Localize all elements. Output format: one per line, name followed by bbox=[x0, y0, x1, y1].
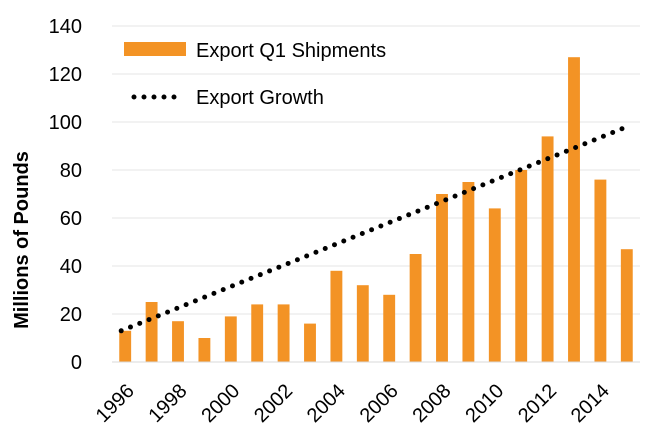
bar bbox=[594, 179, 607, 362]
bar bbox=[277, 304, 290, 362]
bar bbox=[198, 338, 211, 362]
bar bbox=[488, 208, 501, 362]
bar bbox=[304, 323, 316, 362]
bar bbox=[172, 321, 184, 362]
x-tick-label: 2012 bbox=[514, 380, 561, 427]
bar bbox=[568, 57, 580, 362]
x-tick-label: 2000 bbox=[197, 380, 244, 427]
gridlines bbox=[112, 25, 640, 315]
bar bbox=[224, 316, 237, 362]
bar bbox=[620, 249, 633, 362]
y-axis-label: Millions of Pounds bbox=[11, 151, 33, 329]
x-tick-label: 2008 bbox=[409, 380, 456, 427]
bar bbox=[515, 170, 528, 362]
y-tick-label: 140 bbox=[49, 16, 82, 38]
bar bbox=[409, 254, 422, 362]
x-tick-label: 2014 bbox=[567, 380, 614, 427]
y-tick-label: 40 bbox=[60, 256, 82, 278]
y-tick-label: 60 bbox=[60, 208, 82, 230]
bar bbox=[436, 194, 448, 362]
bar bbox=[356, 285, 369, 362]
legend-label-bar: Export Q1 Shipments bbox=[196, 40, 386, 62]
x-tick-label: 2006 bbox=[356, 380, 403, 427]
legend: Export Q1 Shipments Export Growth bbox=[124, 40, 386, 109]
y-tick-label: 100 bbox=[49, 112, 82, 134]
legend-swatch-bar bbox=[124, 42, 186, 56]
x-tick-label: 2010 bbox=[461, 380, 508, 427]
y-tick-label: 120 bbox=[49, 64, 82, 86]
y-tick-label: 80 bbox=[60, 160, 82, 182]
x-tick-label: 2004 bbox=[303, 380, 350, 427]
x-tick-label: 1998 bbox=[145, 380, 192, 427]
bar bbox=[383, 294, 396, 362]
x-tick-label: 2002 bbox=[250, 380, 297, 427]
bar bbox=[251, 304, 264, 362]
bar bbox=[541, 136, 554, 362]
bars bbox=[119, 57, 633, 362]
trendline-line bbox=[118, 124, 630, 334]
trendline bbox=[118, 124, 630, 334]
bar bbox=[119, 330, 132, 362]
bar bbox=[145, 302, 158, 362]
legend-label-trend: Export Growth bbox=[196, 87, 324, 109]
x-tick-label: 1996 bbox=[92, 380, 139, 427]
y-tick-label: 20 bbox=[60, 304, 82, 326]
bar bbox=[330, 270, 343, 362]
y-tick-label: 0 bbox=[71, 352, 82, 374]
bar bbox=[462, 182, 475, 362]
